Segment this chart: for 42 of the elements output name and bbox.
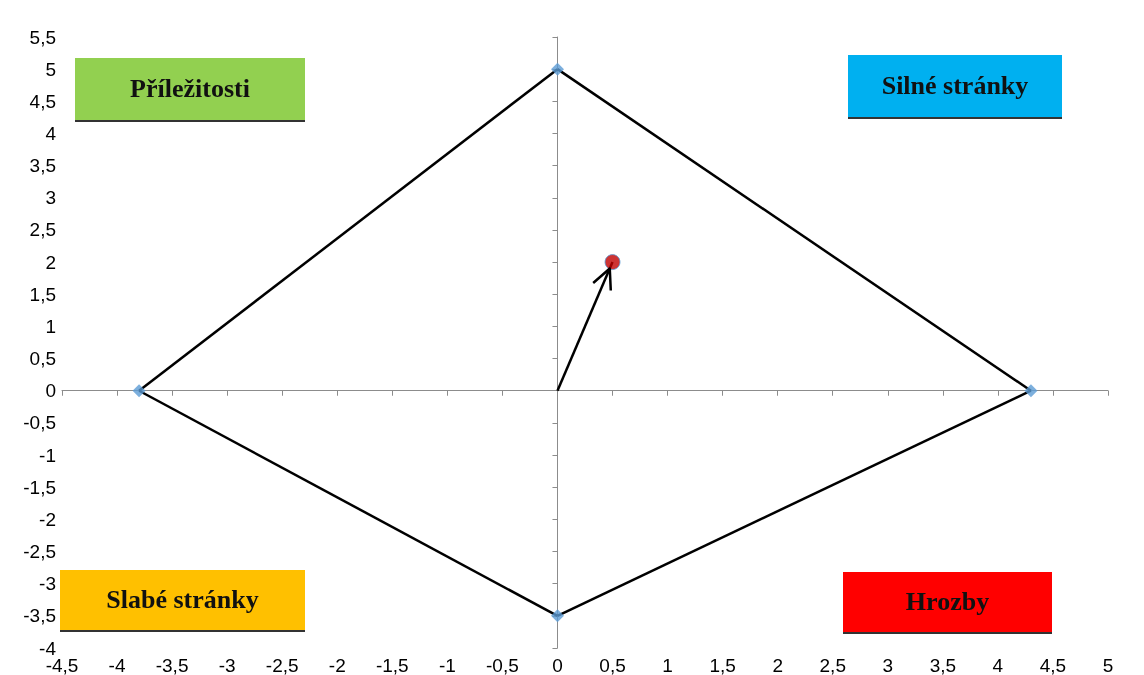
x-tick-label: -3 — [218, 655, 236, 675]
y-tick-label: 5,5 — [29, 26, 56, 48]
x-tick-label: 3 — [882, 655, 894, 675]
x-tick-label: -0,5 — [486, 655, 519, 675]
label-box: Příležitosti — [75, 58, 305, 122]
y-tick-label: -2,5 — [23, 541, 56, 563]
y-tick-label: 1 — [45, 315, 56, 337]
x-tick-label: 3,5 — [929, 655, 957, 675]
x-tick-label: 2,5 — [819, 655, 846, 675]
y-tick-label: 5 — [45, 58, 56, 80]
x-tick-label: 4,5 — [1039, 655, 1067, 675]
x-tick-label: 4 — [992, 655, 1004, 675]
y-tick-label: 4,5 — [29, 90, 56, 112]
x-tick-label: 1,5 — [709, 655, 736, 675]
y-tick-label: 0 — [45, 380, 56, 402]
y-tick-label: 4 — [45, 122, 57, 144]
label-box: Hrozby — [843, 572, 1052, 634]
y-tick-label: -2 — [39, 508, 56, 530]
y-tick-label: 3 — [45, 187, 56, 209]
y-tick-label: 1,5 — [29, 283, 56, 305]
y-tick-label: -1,5 — [23, 476, 56, 498]
x-tick-label: 5 — [1102, 655, 1114, 675]
label-box: Slabé stránky — [60, 570, 305, 632]
x-tick-label: 1 — [662, 655, 673, 675]
x-tick-label: -4 — [108, 655, 126, 675]
x-tick-label: -3,5 — [155, 655, 189, 675]
x-tick-label: 0,5 — [599, 655, 626, 675]
x-tick-label: -1 — [438, 655, 456, 675]
x-tick-label: -2 — [328, 655, 346, 675]
y-tick-label: -0,5 — [23, 412, 56, 434]
y-tick-label: 2,5 — [29, 219, 56, 241]
x-tick-label: -1,5 — [375, 655, 409, 675]
label-box: Silné stránky — [848, 55, 1062, 119]
y-tick-label: -1 — [39, 444, 56, 466]
x-tick-label: 0 — [552, 655, 563, 675]
x-tick-label: 2 — [772, 655, 783, 675]
y-tick-label: 2 — [45, 251, 56, 273]
x-tick-label: -2,5 — [265, 655, 299, 675]
y-tick-label: 0,5 — [29, 348, 56, 370]
y-tick-label: -3,5 — [23, 605, 56, 627]
y-tick-label: -3 — [39, 573, 56, 595]
y-tick-label: 3,5 — [29, 155, 56, 177]
